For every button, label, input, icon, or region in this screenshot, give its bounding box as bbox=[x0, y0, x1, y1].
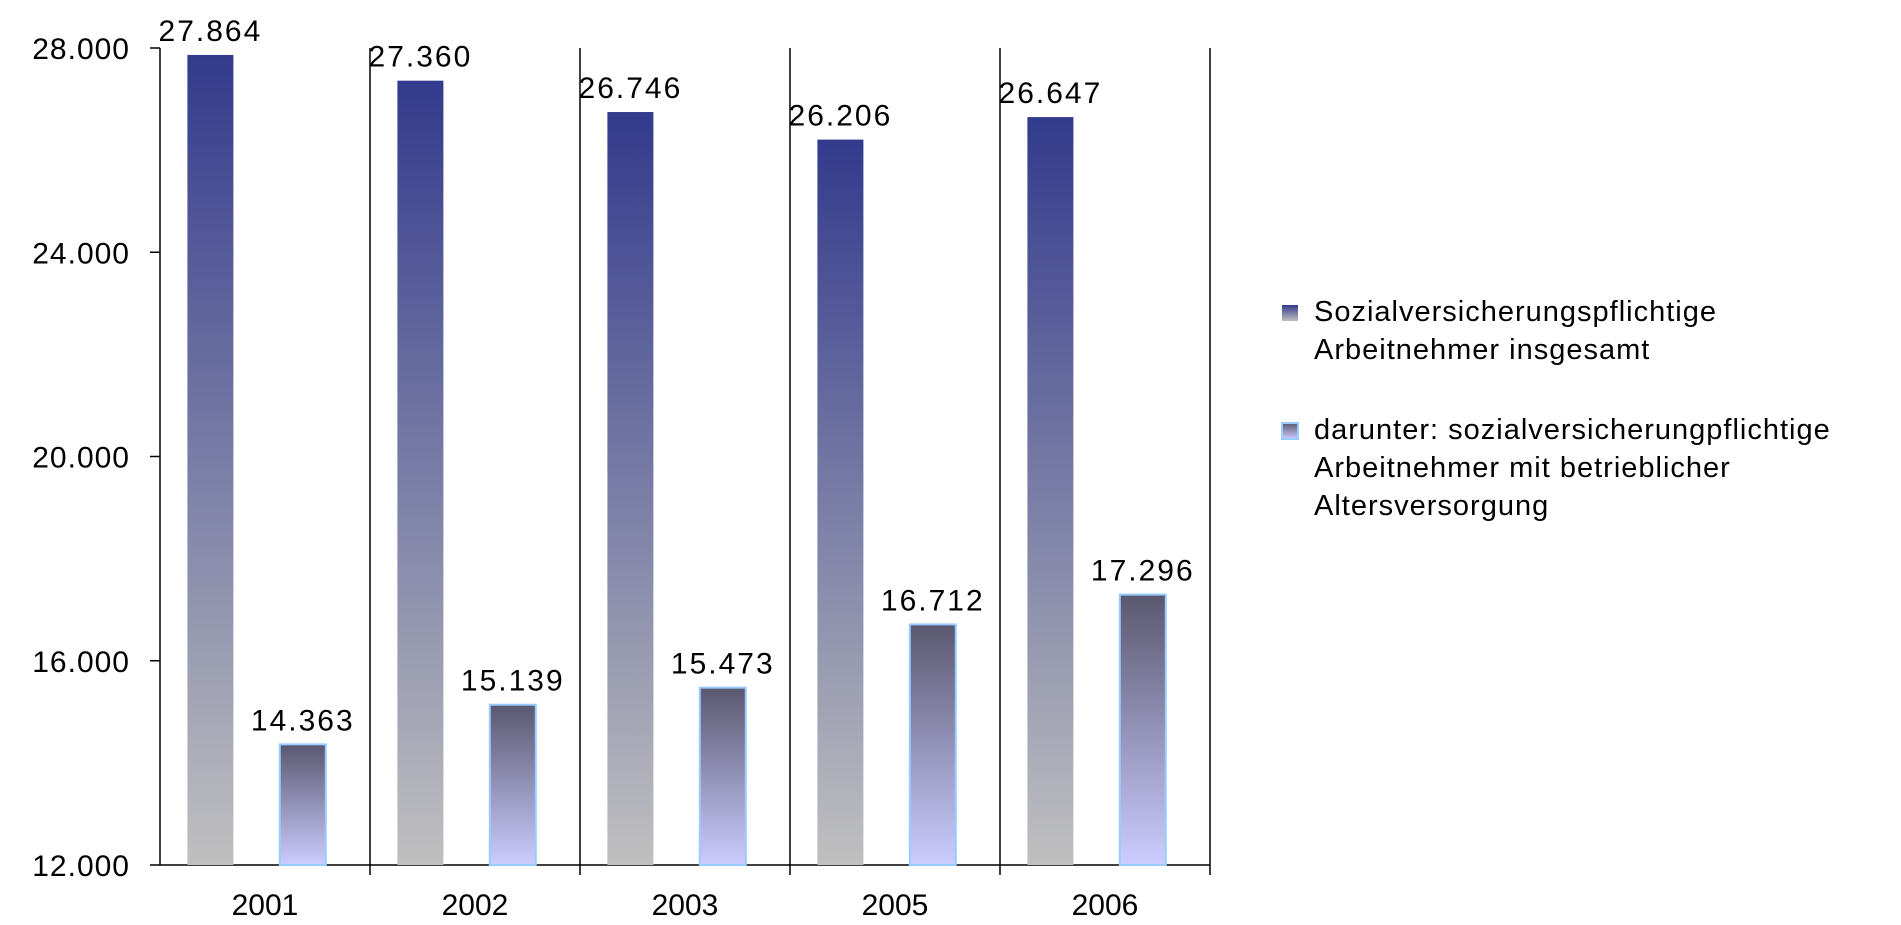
bar-series1 bbox=[1027, 117, 1074, 865]
legend-entry-label: Altersversorgung bbox=[1314, 490, 1549, 522]
axes: 12.000 16.000 20.000 24.000 28.000 2001 2002 20… bbox=[32, 33, 1211, 922]
data-label: 17.296 bbox=[1091, 555, 1195, 588]
data-labels: 27.864 27.360 26.746 26.206 26.647 14.363 15.1… bbox=[159, 15, 1195, 737]
y-tick-label: 28.000 bbox=[32, 33, 130, 66]
bar-series1 bbox=[397, 80, 444, 866]
data-label: 15.139 bbox=[461, 665, 565, 698]
data-label: 26.746 bbox=[579, 72, 683, 105]
legend-swatch bbox=[1281, 422, 1299, 440]
x-tick-label: 2002 bbox=[442, 889, 509, 922]
y-tick-label: 20.000 bbox=[32, 442, 130, 475]
legend-entry-label: Arbeitnehmer mit betrieblicher bbox=[1314, 452, 1731, 484]
data-label: 27.360 bbox=[369, 41, 473, 74]
x-tick-label: 2003 bbox=[652, 889, 719, 922]
data-label: 26.206 bbox=[789, 100, 893, 133]
y-tick-label: 12.000 bbox=[32, 850, 130, 883]
data-label: 15.473 bbox=[671, 648, 775, 681]
bar-series2 bbox=[278, 743, 327, 866]
data-label: 27.864 bbox=[159, 15, 263, 48]
data-label: 16.712 bbox=[881, 584, 985, 617]
bars bbox=[187, 54, 1167, 866]
bar-series2 bbox=[908, 623, 957, 866]
x-tick-label: 2005 bbox=[862, 889, 929, 922]
legend-swatch bbox=[1282, 305, 1298, 321]
legend-entry-label: darunter: sozialversicherungpflichtige bbox=[1314, 414, 1831, 446]
bar-series1 bbox=[607, 112, 654, 866]
bar-series2 bbox=[488, 703, 537, 866]
legend-entry-label: Arbeitnehmer insgesamt bbox=[1314, 334, 1650, 366]
y-tick-label: 16.000 bbox=[32, 646, 130, 679]
data-label: 26.647 bbox=[999, 77, 1103, 110]
bar-series1 bbox=[187, 54, 234, 865]
legend-entry-label: Sozialversicherungspflichtige bbox=[1314, 296, 1717, 328]
bar-series1 bbox=[817, 139, 864, 865]
bar-series2 bbox=[698, 686, 747, 866]
x-tick-label: 2001 bbox=[232, 889, 299, 922]
bar-series2 bbox=[1118, 593, 1167, 866]
y-tick-label: 24.000 bbox=[32, 237, 130, 270]
x-tick-label: 2006 bbox=[1072, 889, 1139, 922]
legend: Sozialversicherungspflichtige Arbeitnehme… bbox=[1281, 296, 1831, 522]
data-label: 14.363 bbox=[251, 704, 355, 737]
